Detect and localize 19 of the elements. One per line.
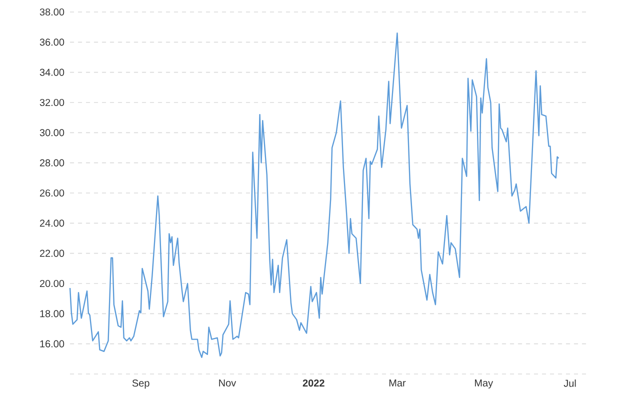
y-tick-label: 26.00 xyxy=(40,189,64,197)
y-tick-label: 34.00 xyxy=(40,68,64,76)
x-tick-label: Nov xyxy=(219,380,236,386)
y-tick-label: 38.00 xyxy=(40,8,64,16)
y-tick-label: 28.00 xyxy=(40,159,64,166)
x-tick-label: Sep xyxy=(132,380,150,389)
y-tick-label: 16.00 xyxy=(40,340,64,348)
y-tick-label: 18.00 xyxy=(40,310,64,318)
y-tick-label: 30.00 xyxy=(40,129,64,136)
x-tick-label: Mar xyxy=(389,380,406,386)
y-tick-label: 32.00 xyxy=(40,98,64,106)
x-tick-label: May xyxy=(474,380,494,388)
y-tick-label: 20.00 xyxy=(40,280,64,288)
line-series xyxy=(69,32,560,358)
y-tick-label: 36.00 xyxy=(40,38,64,46)
y-tick-label: 22.00 xyxy=(40,250,64,257)
x-tick-label: Jul xyxy=(564,380,576,387)
y-tick-label: 24.00 xyxy=(40,220,64,227)
x-tick-label: 2022 xyxy=(302,380,324,387)
